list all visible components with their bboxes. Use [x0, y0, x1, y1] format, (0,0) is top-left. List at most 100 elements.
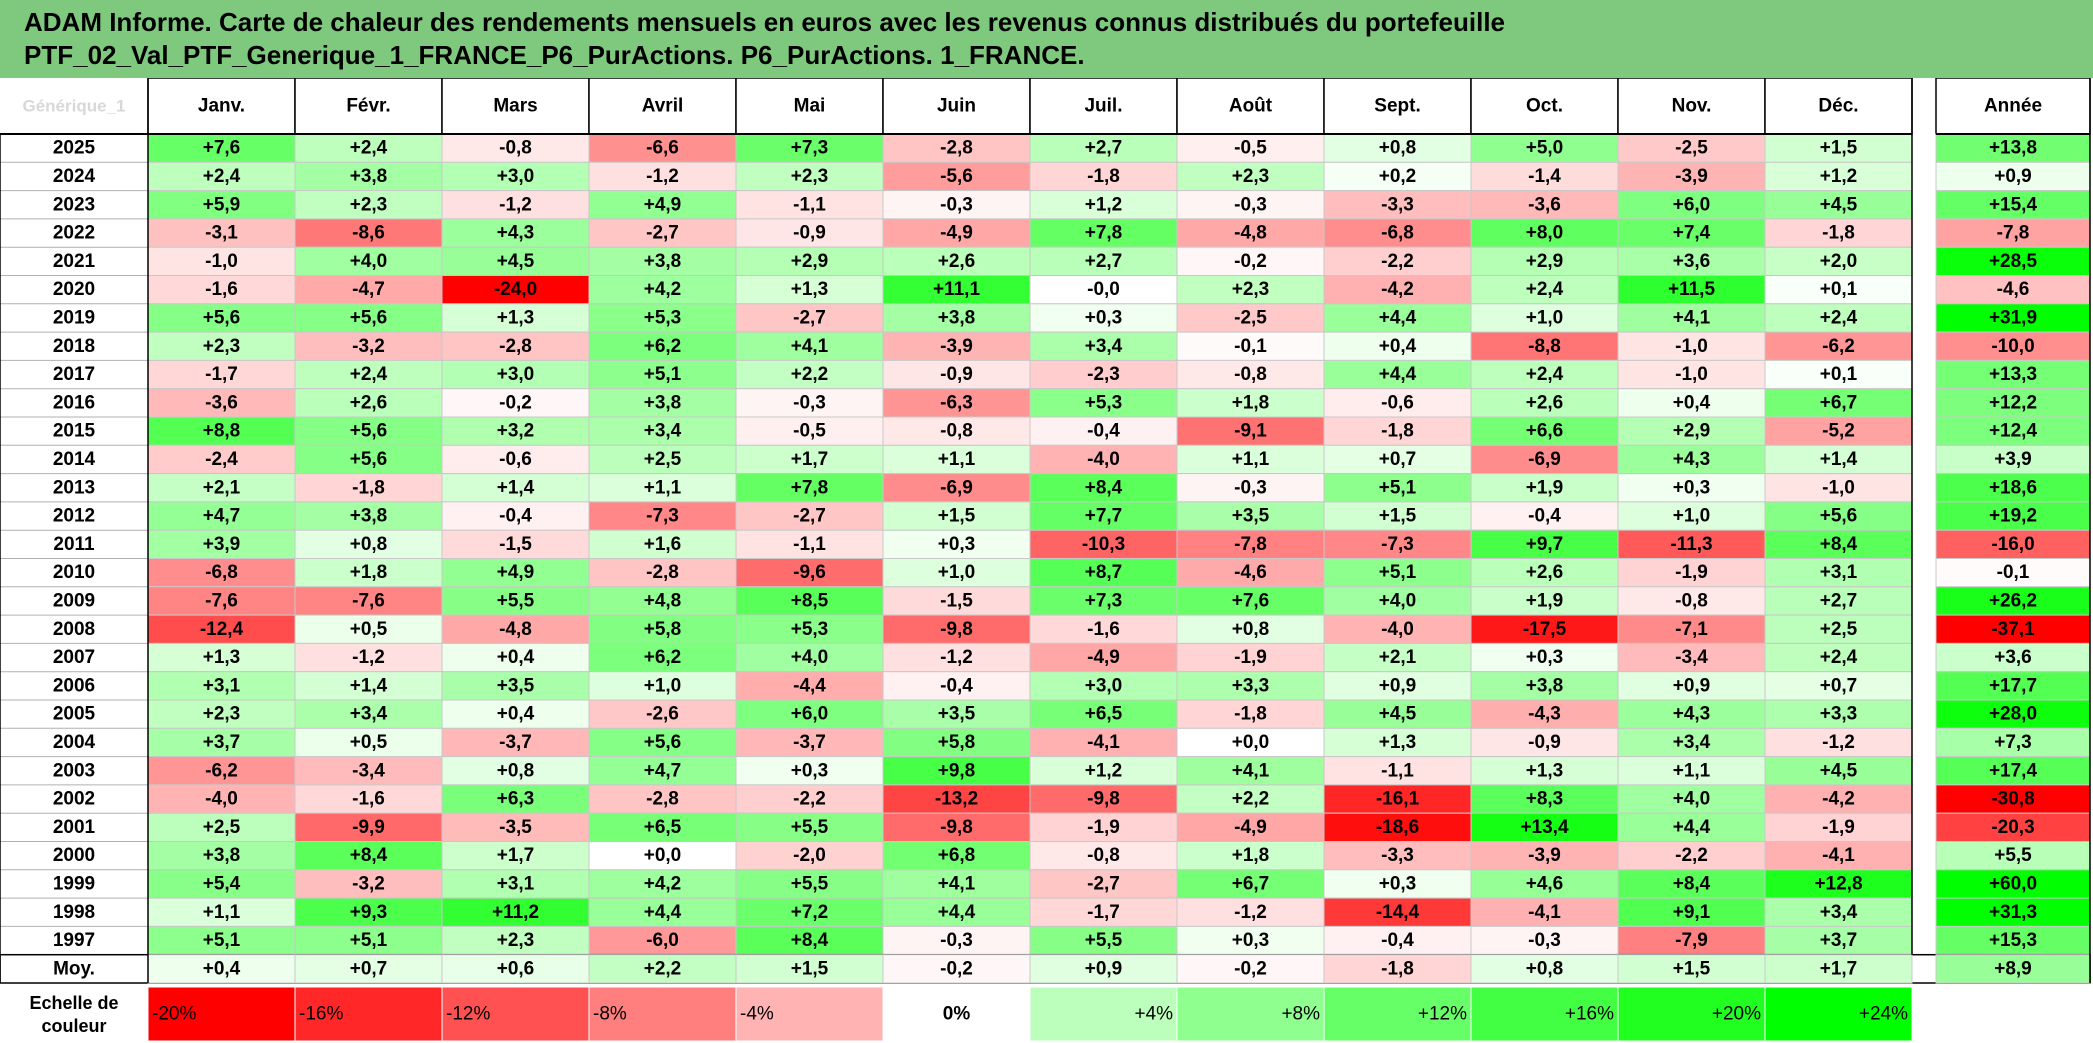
cell-value: +2,3 — [1232, 279, 1270, 300]
cell-value: -0,8 — [1087, 845, 1120, 866]
cell-value: +5,6 — [350, 307, 388, 328]
cell-value: -3,5 — [499, 817, 532, 838]
cell-value: -0,2 — [1234, 251, 1267, 272]
cell-value: -4,7 — [352, 279, 385, 300]
cell-value: +3,0 — [497, 364, 535, 385]
year-label: 2000 — [53, 845, 95, 866]
year-total-value: +3,6 — [1994, 647, 2032, 668]
heatmap-cell — [147, 359, 296, 390]
cell-value: -1,9 — [1822, 817, 1855, 838]
heatmap-cell — [1029, 331, 1178, 361]
heatmap-cell — [735, 699, 884, 729]
heatmap-cell — [1323, 756, 1472, 786]
cell-value: +2,3 — [203, 704, 241, 725]
heatmap-cell — [1470, 161, 1619, 192]
cell-value: +3,3 — [1232, 675, 1270, 696]
cell-value: +0,1 — [1820, 279, 1858, 300]
cell-value: +2,6 — [350, 392, 388, 413]
cell-value: -4,0 — [1381, 619, 1414, 640]
cell-value: +5,5 — [497, 590, 535, 611]
average-value: +0,4 — [203, 958, 241, 979]
cell-value: +7,3 — [1085, 590, 1123, 611]
cell-value: +4,0 — [350, 251, 388, 272]
cell-value: +4,2 — [644, 279, 682, 300]
scale-step-label: +12% — [1418, 1004, 1467, 1025]
cell-value: -9,1 — [1234, 421, 1267, 442]
cell-value: -4,2 — [1822, 789, 1855, 810]
heatmap-cell — [1617, 586, 1766, 616]
scale-swatch — [1176, 986, 1325, 1042]
cell-value: +2,4 — [1820, 307, 1858, 328]
cell-value: +5,1 — [203, 930, 241, 951]
average-cell — [1764, 954, 1913, 984]
year-total-value: +31,9 — [1989, 307, 2037, 328]
header-cell — [1176, 78, 1325, 135]
average-value: +0,6 — [497, 958, 535, 979]
scale-swatch — [1617, 986, 1766, 1042]
cell-value: -3,3 — [1381, 845, 1414, 866]
heatmap-cell — [1176, 558, 1325, 588]
heatmap-cell — [147, 586, 296, 616]
cell-value: -1,6 — [352, 789, 385, 810]
heatmap-cell — [1764, 473, 1913, 503]
cell-value: +0,7 — [1379, 449, 1417, 470]
heatmap-cell — [735, 897, 884, 927]
heatmap-cell — [735, 416, 884, 446]
cell-value: +1,7 — [497, 845, 535, 866]
average-cell — [1470, 954, 1619, 984]
year-label: 2012 — [53, 506, 95, 527]
cell-value: +2,9 — [1673, 421, 1711, 442]
heatmap-cell — [1617, 388, 1766, 418]
cell-value: -0,9 — [1528, 732, 1561, 753]
heatmap-cell — [882, 161, 1031, 192]
heatmap-cell — [1323, 671, 1472, 701]
cell-value: +2,2 — [791, 364, 829, 385]
heatmap-cell — [735, 671, 884, 701]
cell-value: +5,6 — [644, 732, 682, 753]
heatmap-cell — [441, 303, 590, 333]
heatmap-cell — [1617, 190, 1766, 220]
heatmap-cell — [1470, 444, 1619, 475]
heatmap-cell — [1176, 218, 1325, 248]
cell-value: -9,8 — [1087, 789, 1120, 810]
heatmap-cell — [588, 812, 737, 843]
heatmap-cell — [1470, 897, 1619, 927]
cell-value: -2,3 — [1087, 364, 1120, 385]
cell-value: -1,2 — [940, 647, 973, 668]
average-cell — [882, 954, 1031, 984]
cell-value: -12,4 — [200, 619, 244, 640]
heatmap-cell — [1617, 671, 1766, 701]
cell-value: -3,6 — [1528, 194, 1561, 215]
cell-value: +3,5 — [938, 704, 976, 725]
header-cell — [735, 78, 884, 135]
cell-value: +0,4 — [497, 647, 535, 668]
cell-value: -16,1 — [1376, 789, 1420, 810]
heatmap-cell — [1029, 925, 1178, 956]
cell-value: +7,4 — [1673, 223, 1711, 244]
cell-value: +5,5 — [1085, 930, 1123, 951]
heatmap-cell — [294, 586, 443, 616]
cell-value: +4,9 — [497, 562, 535, 583]
heatmap-cell — [1764, 784, 1913, 814]
heatmap-cell — [1029, 586, 1178, 616]
cell-value: -0,8 — [1234, 364, 1267, 385]
heatmap-cell — [147, 869, 296, 899]
cell-value: +1,0 — [1526, 307, 1564, 328]
heatmap-cell — [441, 671, 590, 701]
year-label: 2007 — [53, 647, 95, 668]
heatmap-cell — [588, 756, 737, 786]
cell-value: +0,3 — [938, 534, 976, 555]
heatmap-cell — [1176, 642, 1325, 673]
cell-value: +4,9 — [644, 194, 682, 215]
cell-value: -0,1 — [1234, 336, 1267, 357]
scale-label-line-1: Echelle de — [29, 993, 118, 1013]
heatmap-cell — [1029, 444, 1178, 475]
cell-value: +5,1 — [350, 930, 388, 951]
heatmap-cell — [1764, 699, 1913, 729]
heatmap-cell — [1764, 359, 1913, 390]
cell-value: -3,6 — [205, 392, 238, 413]
cell-value: +4,0 — [1379, 590, 1417, 611]
year-total-value: +15,4 — [1989, 194, 2038, 215]
cell-value: +4,8 — [644, 590, 682, 611]
year-total-value: +12,2 — [1989, 392, 2037, 413]
